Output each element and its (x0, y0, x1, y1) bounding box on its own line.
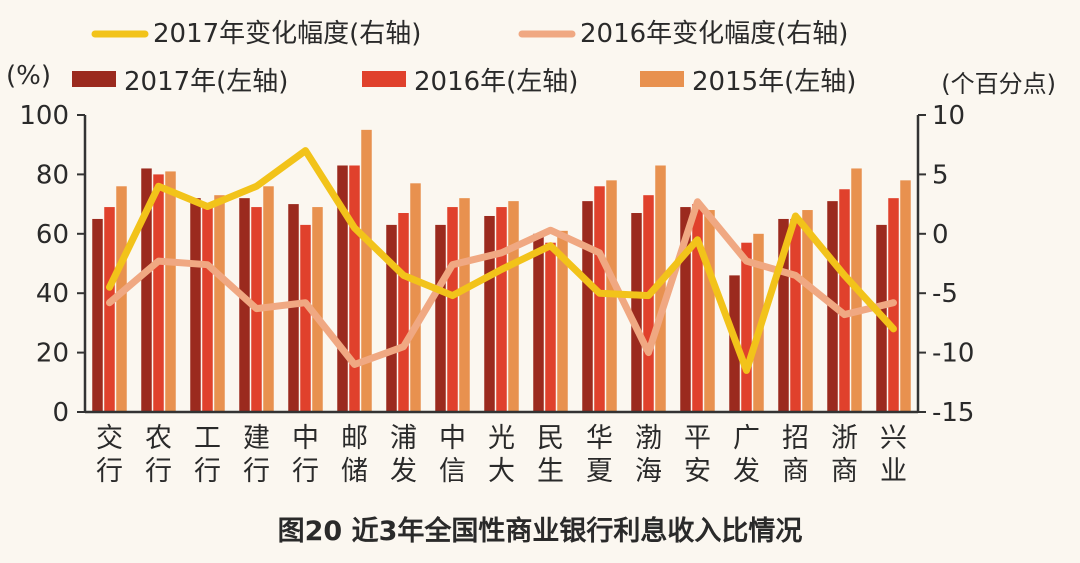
bar-2017-6 (386, 224, 397, 412)
bar-2015-9 (557, 230, 568, 412)
lines-group (106, 147, 897, 374)
category-label: 交行 (96, 423, 123, 487)
right-tick-label: -15 (932, 398, 974, 428)
axes-group (83, 115, 920, 414)
legend-bar-swatch (72, 71, 116, 87)
legend-bar-label: 2015年(左轴) (692, 67, 856, 97)
bar-2016-8 (496, 207, 507, 412)
bar-2017-10 (582, 201, 593, 412)
bar-2016-15 (839, 189, 850, 412)
bar-2015-5 (361, 129, 372, 412)
category-label: 光大 (488, 423, 515, 487)
bar-2015-16 (900, 180, 911, 412)
bar-2016-4 (300, 224, 311, 412)
bar-2015-0 (116, 186, 127, 412)
bar-2017-11 (631, 213, 642, 412)
bar-2016-9 (545, 242, 556, 412)
bar-2016-12 (692, 204, 703, 412)
bar-2016-7 (447, 207, 458, 412)
category-label: 招商 (782, 423, 809, 487)
legend: 2017年变化幅度(右轴) 2016年变化幅度(右轴) 2017年(左轴) 2016年… (72, 19, 856, 97)
left-tick-label: 20 (36, 339, 69, 369)
bar-2015-4 (312, 207, 323, 412)
right-tick-label: 5 (932, 160, 949, 190)
category-label: 广发 (733, 423, 760, 487)
left-tick-label: 0 (52, 398, 69, 428)
bar-2016-2 (202, 204, 213, 412)
bar-2017-12 (680, 207, 691, 412)
bar-2017-14 (778, 218, 789, 412)
category-label: 渤海 (635, 423, 662, 487)
right-tick-label: 0 (932, 220, 949, 250)
bar-2017-7 (435, 224, 446, 412)
left-axis-unit: (%) (6, 61, 51, 91)
bar-2015-1 (165, 171, 176, 412)
bar-2017-0 (92, 218, 103, 412)
right-tick-label: -5 (932, 279, 958, 309)
category-label: 中信 (439, 423, 466, 487)
category-label: 建行 (243, 423, 270, 487)
legend-bar-swatch (640, 71, 684, 87)
right-axis-unit: (个百分点) (941, 70, 1056, 98)
bar-2016-6 (398, 213, 409, 412)
bar-2017-8 (484, 215, 495, 412)
category-label: 中行 (292, 423, 319, 487)
bar-2015-6 (410, 183, 421, 412)
bar-2015-12 (704, 210, 715, 412)
category-label: 华夏 (586, 423, 613, 487)
bar-2016-10 (594, 186, 605, 412)
bar-2015-8 (508, 201, 519, 412)
bar-2015-3 (263, 186, 274, 412)
left-tick-label: 40 (36, 279, 69, 309)
line-2017-change (106, 147, 897, 374)
category-label: 兴业 (880, 423, 907, 487)
left-tick-label: 100 (19, 101, 69, 131)
category-label: 浙商 (831, 423, 858, 487)
chart-title: 图20 近3年全国性商业银行利息收入比情况 (278, 515, 803, 547)
bar-2017-3 (239, 198, 250, 412)
bar-2015-7 (459, 198, 470, 412)
category-label: 平安 (684, 423, 711, 487)
right-tick-label: -10 (932, 339, 974, 369)
bar-2017-9 (533, 233, 544, 412)
bar-2016-0 (104, 207, 115, 412)
bar-2017-2 (190, 198, 201, 412)
legend-bar-label: 2016年(左轴) (414, 67, 578, 97)
legend-bar-label: 2017年(左轴) (124, 67, 288, 97)
legend-line-label: 2016年变化幅度(右轴) (580, 19, 848, 49)
category-label: 浦发 (390, 423, 417, 487)
bar-2016-5 (349, 165, 360, 412)
bar-2015-2 (214, 195, 225, 412)
category-label: 民生 (537, 423, 564, 487)
bar-2016-11 (643, 195, 654, 412)
right-axis-ticks: -15 -10 -5 0 5 10 (918, 101, 974, 428)
bar-2016-13 (741, 242, 752, 412)
left-tick-label: 60 (36, 220, 69, 250)
bar-2017-5 (337, 165, 348, 412)
legend-line-label: 2017年变化幅度(右轴) (153, 19, 421, 49)
category-label: 邮储 (341, 423, 368, 487)
category-label: 农行 (145, 423, 172, 487)
right-tick-label: 10 (932, 101, 965, 131)
bars-group (92, 129, 911, 412)
bar-2017-4 (288, 204, 299, 412)
bar-2015-14 (802, 210, 813, 412)
bar-2016-1 (153, 174, 164, 412)
bar-2016-14 (790, 218, 801, 412)
left-axis-ticks: 0 20 40 60 80 100 (19, 101, 85, 428)
bar-2015-11 (655, 165, 666, 412)
legend-bar-swatch (362, 71, 406, 87)
bar-2017-1 (141, 168, 152, 412)
category-label: 工行 (194, 423, 221, 487)
line-2016-change (106, 198, 897, 368)
left-tick-label: 80 (36, 160, 69, 190)
